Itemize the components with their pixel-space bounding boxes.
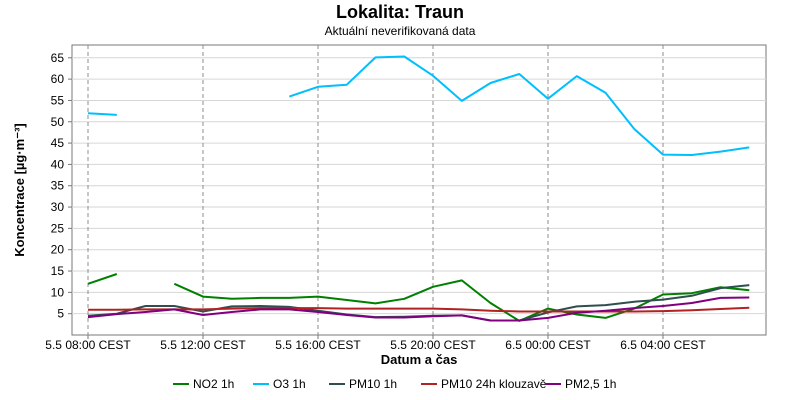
y-tick-label: 15 (51, 264, 65, 278)
x-tick-label: 5.5 12:00 CEST (160, 338, 246, 352)
y-tick-label: 60 (51, 72, 65, 86)
legend-item: PM10 1h (329, 377, 397, 391)
y-tick-label: 25 (51, 221, 65, 235)
y-tick-label: 50 (51, 115, 65, 129)
legend-label: O3 1h (273, 377, 306, 391)
y-tick-label: 65 (51, 51, 65, 65)
y-tick-label: 55 (51, 93, 65, 107)
series-4 (87, 296, 750, 322)
x-tick-label: 5.5 08:00 CEST (45, 338, 131, 352)
legend-item: NO2 1h (173, 377, 234, 391)
chart-subtitle: Aktuální neverifikovaná data (325, 24, 476, 38)
plot-area (71, 44, 767, 336)
y-tick-label: 30 (51, 200, 65, 214)
legend-item: O3 1h (253, 377, 306, 391)
x-axis-ticks: 5.5 08:00 CEST 5.5 12:00 CEST 5.5 16:00 CE… (45, 335, 706, 352)
x-tick-label: 6.5 04:00 CEST (620, 338, 706, 352)
series-layer (87, 55, 750, 322)
x-tick-label: 6.5 00:00 CEST (505, 338, 591, 352)
x-tick-label: 5.5 16:00 CEST (275, 338, 361, 352)
grid-lines (72, 45, 766, 335)
x-axis-label: Datum a čas (381, 352, 458, 367)
legend-label: PM10 1h (349, 377, 397, 391)
y-tick-label: 35 (51, 179, 65, 193)
series-3 (88, 306, 750, 313)
y-axis-ticks: 5 10 15 20 25 30 35 40 45 50 55 60 65 (51, 51, 72, 321)
legend-label: PM10 24h klouzavě (441, 377, 547, 391)
y-tick-label: 40 (51, 157, 65, 171)
series-1 (87, 55, 750, 156)
legend-label: PM2,5 1h (565, 377, 616, 391)
series-0 (87, 273, 750, 322)
y-tick-label: 10 (51, 285, 65, 299)
y-tick-label: 20 (51, 243, 65, 257)
y-tick-label: 45 (51, 136, 65, 150)
series-line (88, 306, 750, 313)
legend-item: PM10 24h klouzavě (421, 377, 547, 391)
series-line (87, 296, 750, 322)
chart-title: Lokalita: Traun (336, 2, 464, 22)
series-line (288, 55, 750, 156)
series-line (87, 273, 118, 285)
x-tick-label: 5.5 20:00 CEST (390, 338, 476, 352)
series-line (173, 279, 750, 322)
legend: NO2 1h O3 1h PM10 1h PM10 24h klouzavě PM2,5… (173, 377, 616, 391)
legend-label: NO2 1h (193, 377, 234, 391)
legend-item: PM2,5 1h (545, 377, 616, 391)
series-line (87, 112, 117, 116)
y-axis-label: Koncentrace [µg·m⁻³] (12, 123, 27, 257)
y-tick-label: 5 (57, 307, 64, 321)
